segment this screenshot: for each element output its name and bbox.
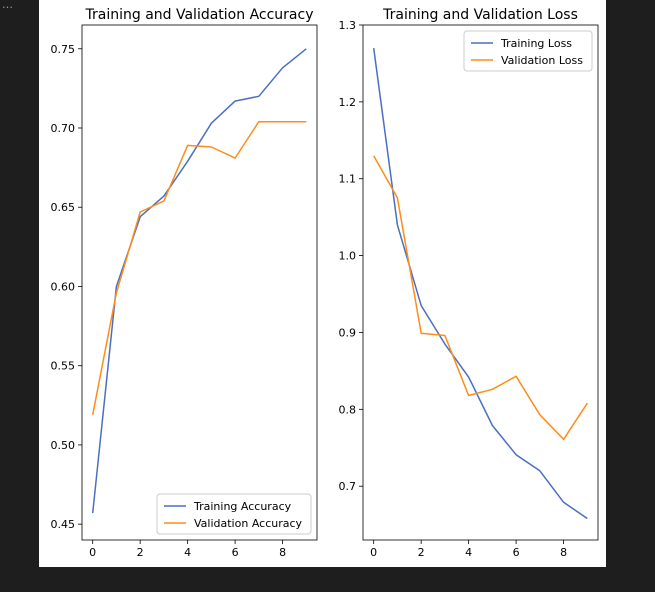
y-tick-label: 0.70 <box>51 122 76 135</box>
figure-svg: Training and Validation Accuracy 0 2 4 6 8 0.4… <box>51 7 599 559</box>
series-line-validation-accuracy <box>91 120 307 415</box>
series-line-training-accuracy <box>91 48 307 514</box>
x-tick-label: 8 <box>560 546 567 559</box>
y-tick-label: 1.2 <box>339 96 357 109</box>
x-tick-label: 2 <box>418 546 425 559</box>
legend-label: Validation Accuracy <box>194 517 303 530</box>
series-line-training-loss <box>372 48 588 520</box>
legend-box <box>156 493 312 535</box>
x-tick-label: 0 <box>89 546 96 559</box>
chart-title: Training and Validation Accuracy <box>85 7 314 23</box>
y-tick-label: 1.0 <box>339 250 357 263</box>
chart-title: Training and Validation Loss <box>382 7 578 23</box>
legend-label: Training Accuracy <box>193 500 292 513</box>
legend-box <box>463 30 593 72</box>
x-tick-label: 6 <box>232 546 239 559</box>
chart-panel-2: Training and Validation Loss 0 2 4 6 8 0.7 0.8 0… <box>339 7 599 559</box>
y-tick-label: 1.1 <box>339 173 357 186</box>
y-tick-label: 0.8 <box>339 403 357 416</box>
legend-label: Training Loss <box>500 37 572 50</box>
y-tick-label: 0.75 <box>51 43 76 56</box>
legend: Training Loss Validation Loss <box>463 30 593 72</box>
y-tick-label: 1.3 <box>339 19 357 32</box>
x-tick-label: 2 <box>137 546 144 559</box>
axes-frame <box>81 24 318 541</box>
series-line-validation-loss <box>373 155 588 441</box>
y-tick-label: 0.9 <box>339 326 357 339</box>
x-tick-label: 6 <box>513 546 520 559</box>
x-tick-label: 0 <box>370 546 377 559</box>
legend-label: Validation Loss <box>501 54 583 67</box>
x-tick-label: 8 <box>279 546 286 559</box>
y-tick-label: 0.7 <box>339 480 357 493</box>
axes-frame <box>362 24 599 541</box>
legend: Training Accuracy Validation Accuracy <box>156 493 312 535</box>
y-tick-label: 0.45 <box>51 518 76 531</box>
cell-output-marker[interactable]: … <box>2 0 13 11</box>
y-tick-label: 0.60 <box>51 280 76 293</box>
x-tick-label: 4 <box>465 546 472 559</box>
y-tick-label: 0.50 <box>51 439 76 452</box>
y-tick-label: 0.65 <box>51 201 76 214</box>
chart-panel-1: Training and Validation Accuracy 0 2 4 6 8 0.4… <box>51 7 318 559</box>
x-tick-label: 4 <box>184 546 191 559</box>
figure-canvas: Training and Validation Accuracy 0 2 4 6 8 0.4… <box>39 0 606 567</box>
y-tick-label: 0.55 <box>51 360 76 373</box>
